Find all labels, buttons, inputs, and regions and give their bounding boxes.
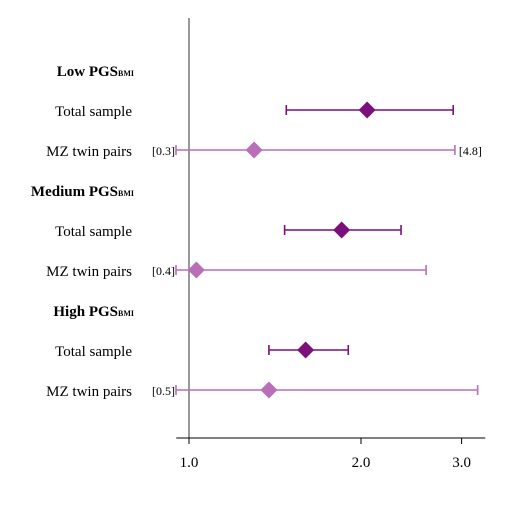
estimate-marks <box>176 102 478 399</box>
estimate-diamond-total <box>333 222 350 239</box>
estimate-diamond-twins <box>188 262 205 279</box>
group-label-text: Medium PGS <box>31 184 118 200</box>
x-tick-label: 2.0 <box>352 455 371 471</box>
ci-lower-clip-label: [0.4] <box>152 264 175 278</box>
ci-lower-clip-label: [0.3] <box>152 144 175 158</box>
estimate-diamond-twins <box>246 142 263 159</box>
group-label: High PGSBMI <box>53 304 134 320</box>
row-label-total-sample: Total sample <box>55 104 132 120</box>
x-axis: 1.0 2.0 3.0 <box>176 438 485 471</box>
row-label-mz-twin-pairs: MZ twin pairs <box>46 144 132 160</box>
ci-upper-clip-label: [4.8] <box>459 144 482 158</box>
x-tick-label: 3.0 <box>452 455 471 471</box>
estimate-diamond-total <box>359 102 376 119</box>
row-label-total-sample: Total sample <box>55 344 132 360</box>
x-tick-label: 1.0 <box>180 455 199 471</box>
group-label: Medium PGSBMI <box>31 184 134 200</box>
group-label: Low PGSBMI <box>57 64 134 80</box>
estimate-diamond-total <box>297 342 314 359</box>
group-label-subscript: BMI <box>118 309 134 318</box>
row-label-mz-twin-pairs: MZ twin pairs <box>46 264 132 280</box>
group-label-subscript: BMI <box>118 189 134 198</box>
ci-lower-clip-label: [0.5] <box>152 384 175 398</box>
row-label-total-sample: Total sample <box>55 224 132 240</box>
group-label-text: High PGS <box>53 304 118 320</box>
group-label-text: Low PGS <box>57 64 118 80</box>
row-label-mz-twin-pairs: MZ twin pairs <box>46 384 132 400</box>
estimate-diamond-twins <box>260 382 277 399</box>
group-label-subscript: BMI <box>118 69 134 78</box>
